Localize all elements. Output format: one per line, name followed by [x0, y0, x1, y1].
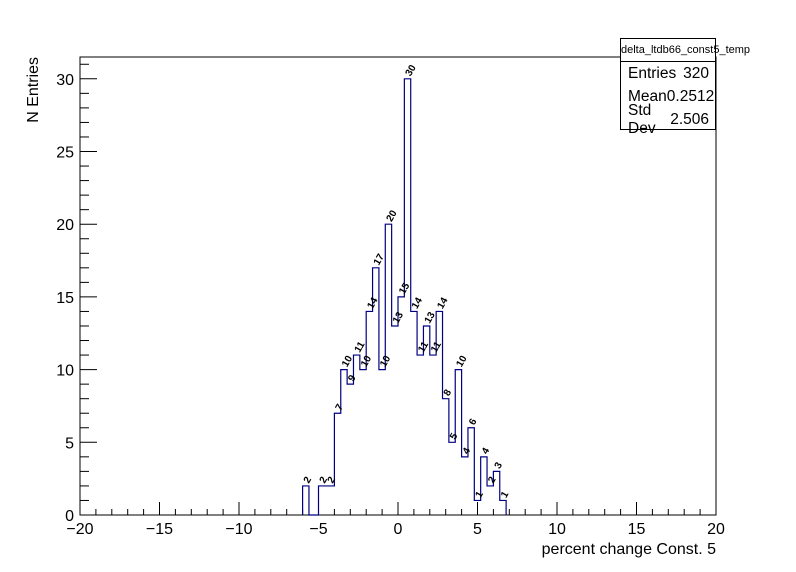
x-tick-label: −20: [66, 521, 93, 538]
bin-count-label: 5: [448, 431, 461, 442]
bin-count-label: 4: [461, 446, 474, 457]
histogram-bin: [392, 326, 398, 515]
bin-count-label: 2: [486, 475, 499, 486]
histogram-bin: [430, 355, 436, 515]
y-tick-label: 5: [65, 435, 74, 452]
x-tick-label: 0: [394, 521, 403, 538]
histogram-bin: [366, 311, 372, 515]
x-tick-label: 15: [628, 521, 646, 538]
bin-count-label: 11: [353, 340, 368, 355]
bin-count-label: 2: [318, 475, 331, 486]
histogram-bin: [303, 486, 309, 515]
bin-count-label: 20: [385, 208, 400, 224]
bin-count-label: 2: [326, 475, 339, 486]
histogram-bin: [481, 457, 487, 515]
histogram-bin: [404, 79, 410, 515]
bin-count-label: 10: [359, 354, 374, 370]
y-tick-labels: 0 5 10 15 20 25 30: [56, 72, 74, 525]
histogram-bin: [319, 486, 325, 515]
y-tick-label: 0: [65, 508, 74, 525]
axis-ticks: [79, 63, 717, 516]
histogram-bin: [360, 370, 366, 515]
histogram-bin: [468, 428, 474, 515]
bin-count-label: 15: [397, 281, 412, 297]
bin-count-label: 3: [493, 460, 506, 471]
histogram-bin: [443, 399, 449, 515]
x-tick-label: −10: [225, 521, 252, 538]
stats-label: Mean: [628, 87, 667, 105]
stats-row-mean: Mean 0.2512: [621, 85, 715, 108]
x-tick-label: 5: [473, 521, 482, 538]
stats-box-title: delta_ltdb66_const5_temp: [621, 39, 750, 62]
bin-count-label: 6: [467, 417, 480, 428]
y-axis-label: N Entries: [25, 57, 42, 123]
bin-count-label: 4: [480, 446, 493, 457]
bin-count-label: 1: [499, 489, 512, 500]
histogram-bin: [462, 457, 468, 515]
y-tick-label: 15: [56, 290, 74, 307]
bin-count-label: 8: [442, 387, 455, 398]
y-tick-label: 30: [56, 72, 74, 89]
bin-count-label: 13: [391, 310, 406, 326]
x-tick-label: 10: [548, 521, 566, 538]
histogram-bin: [341, 370, 347, 515]
bin-count-label: 30: [404, 63, 419, 79]
bin-count-label: 2: [302, 475, 315, 486]
bin-count-label: 11: [429, 340, 444, 355]
histogram-bin: [347, 384, 353, 515]
bin-count-label: 14: [435, 295, 450, 311]
histogram-bin: [325, 486, 335, 515]
bin-count-label: 10: [340, 354, 355, 370]
bin-count-label: 13: [423, 310, 438, 326]
histogram-bin: [449, 442, 455, 515]
histogram-bin: [334, 413, 340, 515]
x-tick-label: −5: [309, 521, 327, 538]
y-tick-label: 10: [56, 363, 74, 380]
bin-count-label: 14: [410, 295, 425, 311]
bin-count-label: 10: [454, 354, 469, 370]
histogram-bin: [417, 355, 423, 515]
stats-label: Std Dev: [628, 101, 656, 137]
bin-count-label: 7: [334, 402, 347, 413]
y-tick-label: 20: [56, 217, 74, 234]
x-tick-labels: −20 −15 −10 −5 0 5 10 15 20: [66, 521, 725, 538]
stats-value: 0.2512: [666, 87, 715, 105]
x-tick-label: 20: [707, 521, 725, 538]
x-axis-label: percent change Const. 5: [542, 541, 716, 558]
stats-row-stddev: Std Dev 2.506: [621, 102, 715, 137]
bin-count-label: 17: [372, 252, 387, 268]
bin-count-label: 1: [474, 489, 487, 500]
stats-row-entries: Entries 320: [621, 62, 715, 85]
stats-value: 320: [683, 64, 709, 82]
histogram-bin: [379, 370, 385, 515]
stats-box: delta_ltdb66_const5_temp Entries 320 Mea…: [620, 38, 750, 137]
histogram-bin: [398, 297, 404, 515]
histogram-outline: [302, 78, 507, 516]
x-tick-label: −15: [146, 521, 173, 538]
histogram-bin: [455, 370, 461, 515]
bin-count-label: 10: [378, 354, 393, 370]
y-tick-label: 25: [56, 145, 74, 162]
histogram-bin: [500, 500, 506, 515]
histogram-bin: [487, 486, 493, 515]
bin-count-label: 9: [346, 373, 359, 384]
stats-value: 2.506: [670, 110, 709, 128]
histogram-bin: [411, 311, 417, 515]
stats-label: Entries: [628, 64, 677, 82]
histogram-bin: [385, 224, 391, 515]
bin-count-label: 14: [365, 295, 380, 311]
bin-count-labels: 2 227109111014171020131530141113111485104…: [302, 63, 512, 500]
